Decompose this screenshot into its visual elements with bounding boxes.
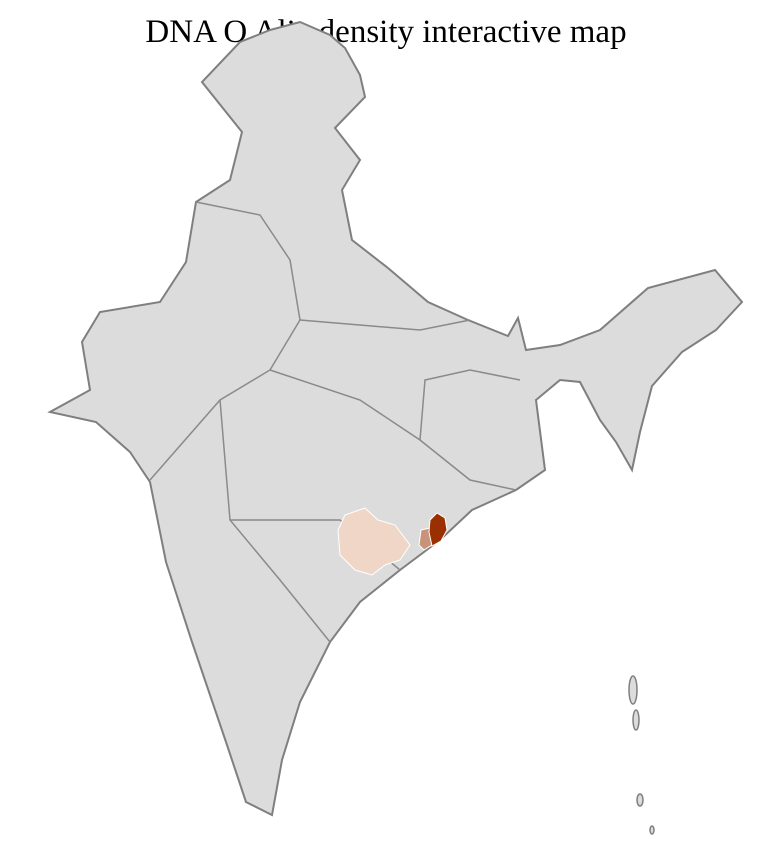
- andaman-islands: [628, 675, 655, 835]
- district-high-density[interactable]: [428, 512, 448, 547]
- map-title: DNA O Alia density interactive map: [145, 14, 627, 50]
- district-medium-density[interactable]: [418, 527, 433, 551]
- state-borders: [149, 201, 521, 643]
- country-outline: [47, 20, 744, 817]
- district-low-density[interactable]: [337, 507, 411, 576]
